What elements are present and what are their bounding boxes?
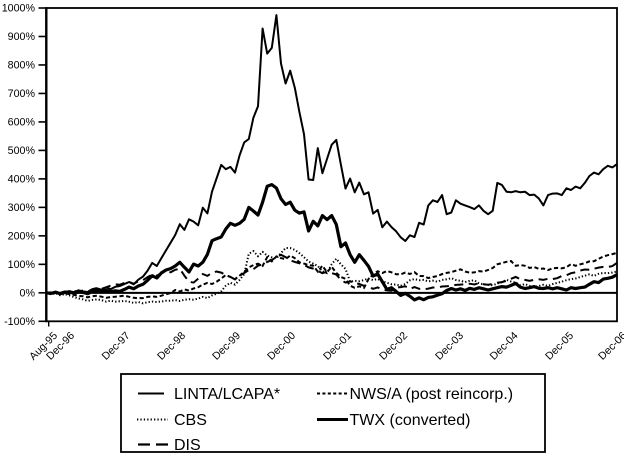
- svg-text:600%: 600%: [8, 116, 36, 128]
- svg-text:-100%: -100%: [4, 316, 35, 328]
- svg-text:CBS: CBS: [174, 412, 207, 429]
- svg-text:0%: 0%: [20, 287, 36, 299]
- svg-text:500%: 500%: [8, 145, 36, 157]
- svg-text:100%: 100%: [8, 259, 36, 271]
- svg-text:400%: 400%: [8, 173, 36, 185]
- svg-text:300%: 300%: [8, 202, 36, 214]
- svg-text:1000%: 1000%: [2, 3, 36, 15]
- svg-text:800%: 800%: [8, 59, 36, 71]
- svg-text:900%: 900%: [8, 31, 36, 43]
- svg-text:DIS: DIS: [174, 437, 201, 454]
- svg-text:700%: 700%: [8, 88, 36, 100]
- svg-text:NWS/A (post reincorp.): NWS/A (post reincorp.): [350, 386, 514, 403]
- svg-text:LINTA/LCAPA*: LINTA/LCAPA*: [174, 386, 280, 403]
- svg-text:TWX (converted): TWX (converted): [350, 412, 471, 429]
- svg-text:200%: 200%: [8, 230, 36, 242]
